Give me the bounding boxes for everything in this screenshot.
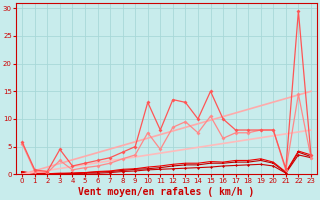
X-axis label: Vent moyen/en rafales ( km/h ): Vent moyen/en rafales ( km/h ) xyxy=(78,187,255,197)
